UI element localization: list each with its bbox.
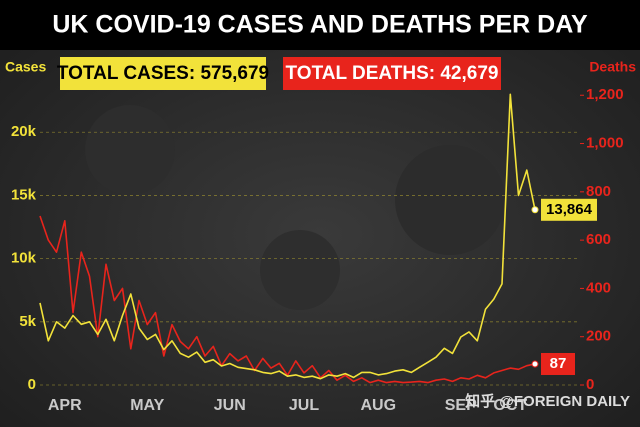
x-tick-label: JUL (289, 397, 319, 414)
data-label-box (541, 198, 597, 221)
y2-axis-label: Deaths (589, 59, 636, 75)
x-tick-label: JUN (214, 397, 246, 414)
y-tick-label: 15k (11, 186, 37, 203)
data-label-box (541, 352, 575, 375)
y-tick-label: 5k (19, 313, 36, 330)
chart-title: UK COVID-19 CASES AND DEATHS PER DAY (52, 11, 588, 39)
title-band (0, 0, 640, 50)
y-axis-label: Cases (5, 59, 46, 75)
data-label: 87 (550, 355, 567, 372)
series-line (39, 93, 536, 380)
plot: 0 5k 10k 15k 20k 0 200 400 600 800 1,000 1,200 APR MA… (11, 86, 624, 414)
x-tick-label: SEP (445, 397, 477, 414)
virus-decoration (85, 105, 175, 195)
watermark: 知乎 @FOREIGN DAILY (465, 392, 630, 410)
end-point (531, 360, 539, 368)
total-deaths: TOTAL DEATHS: 42,679 (286, 63, 499, 84)
data-label: 13,864 (546, 201, 593, 218)
total-cases: TOTAL CASES: 575,679 (57, 63, 269, 84)
y2-tick-label: 200 (586, 328, 611, 345)
y2-tick-label: 600 (586, 231, 611, 248)
x-tick-label: MAY (130, 397, 164, 414)
y-tick-label: 0 (28, 376, 36, 393)
y-tick-label: 10k (11, 250, 37, 267)
virus-decoration (260, 230, 340, 310)
y2-tick-label: 800 (586, 183, 611, 200)
total-cases-box (60, 57, 266, 90)
y-tick-label: 20k (11, 123, 37, 140)
end-point (531, 206, 539, 214)
y2-tick-label: 1,000 (586, 135, 624, 152)
x-tick-label: OCT (493, 397, 527, 414)
y2-tick-label: 400 (586, 279, 611, 296)
y2-tick-label: 0 (586, 376, 594, 393)
x-tick-label: APR (48, 397, 82, 414)
virus-decoration (395, 145, 505, 255)
y2-tick-label: 1,200 (586, 86, 624, 103)
x-tick-label: AUG (360, 397, 396, 414)
total-deaths-box (283, 57, 501, 90)
